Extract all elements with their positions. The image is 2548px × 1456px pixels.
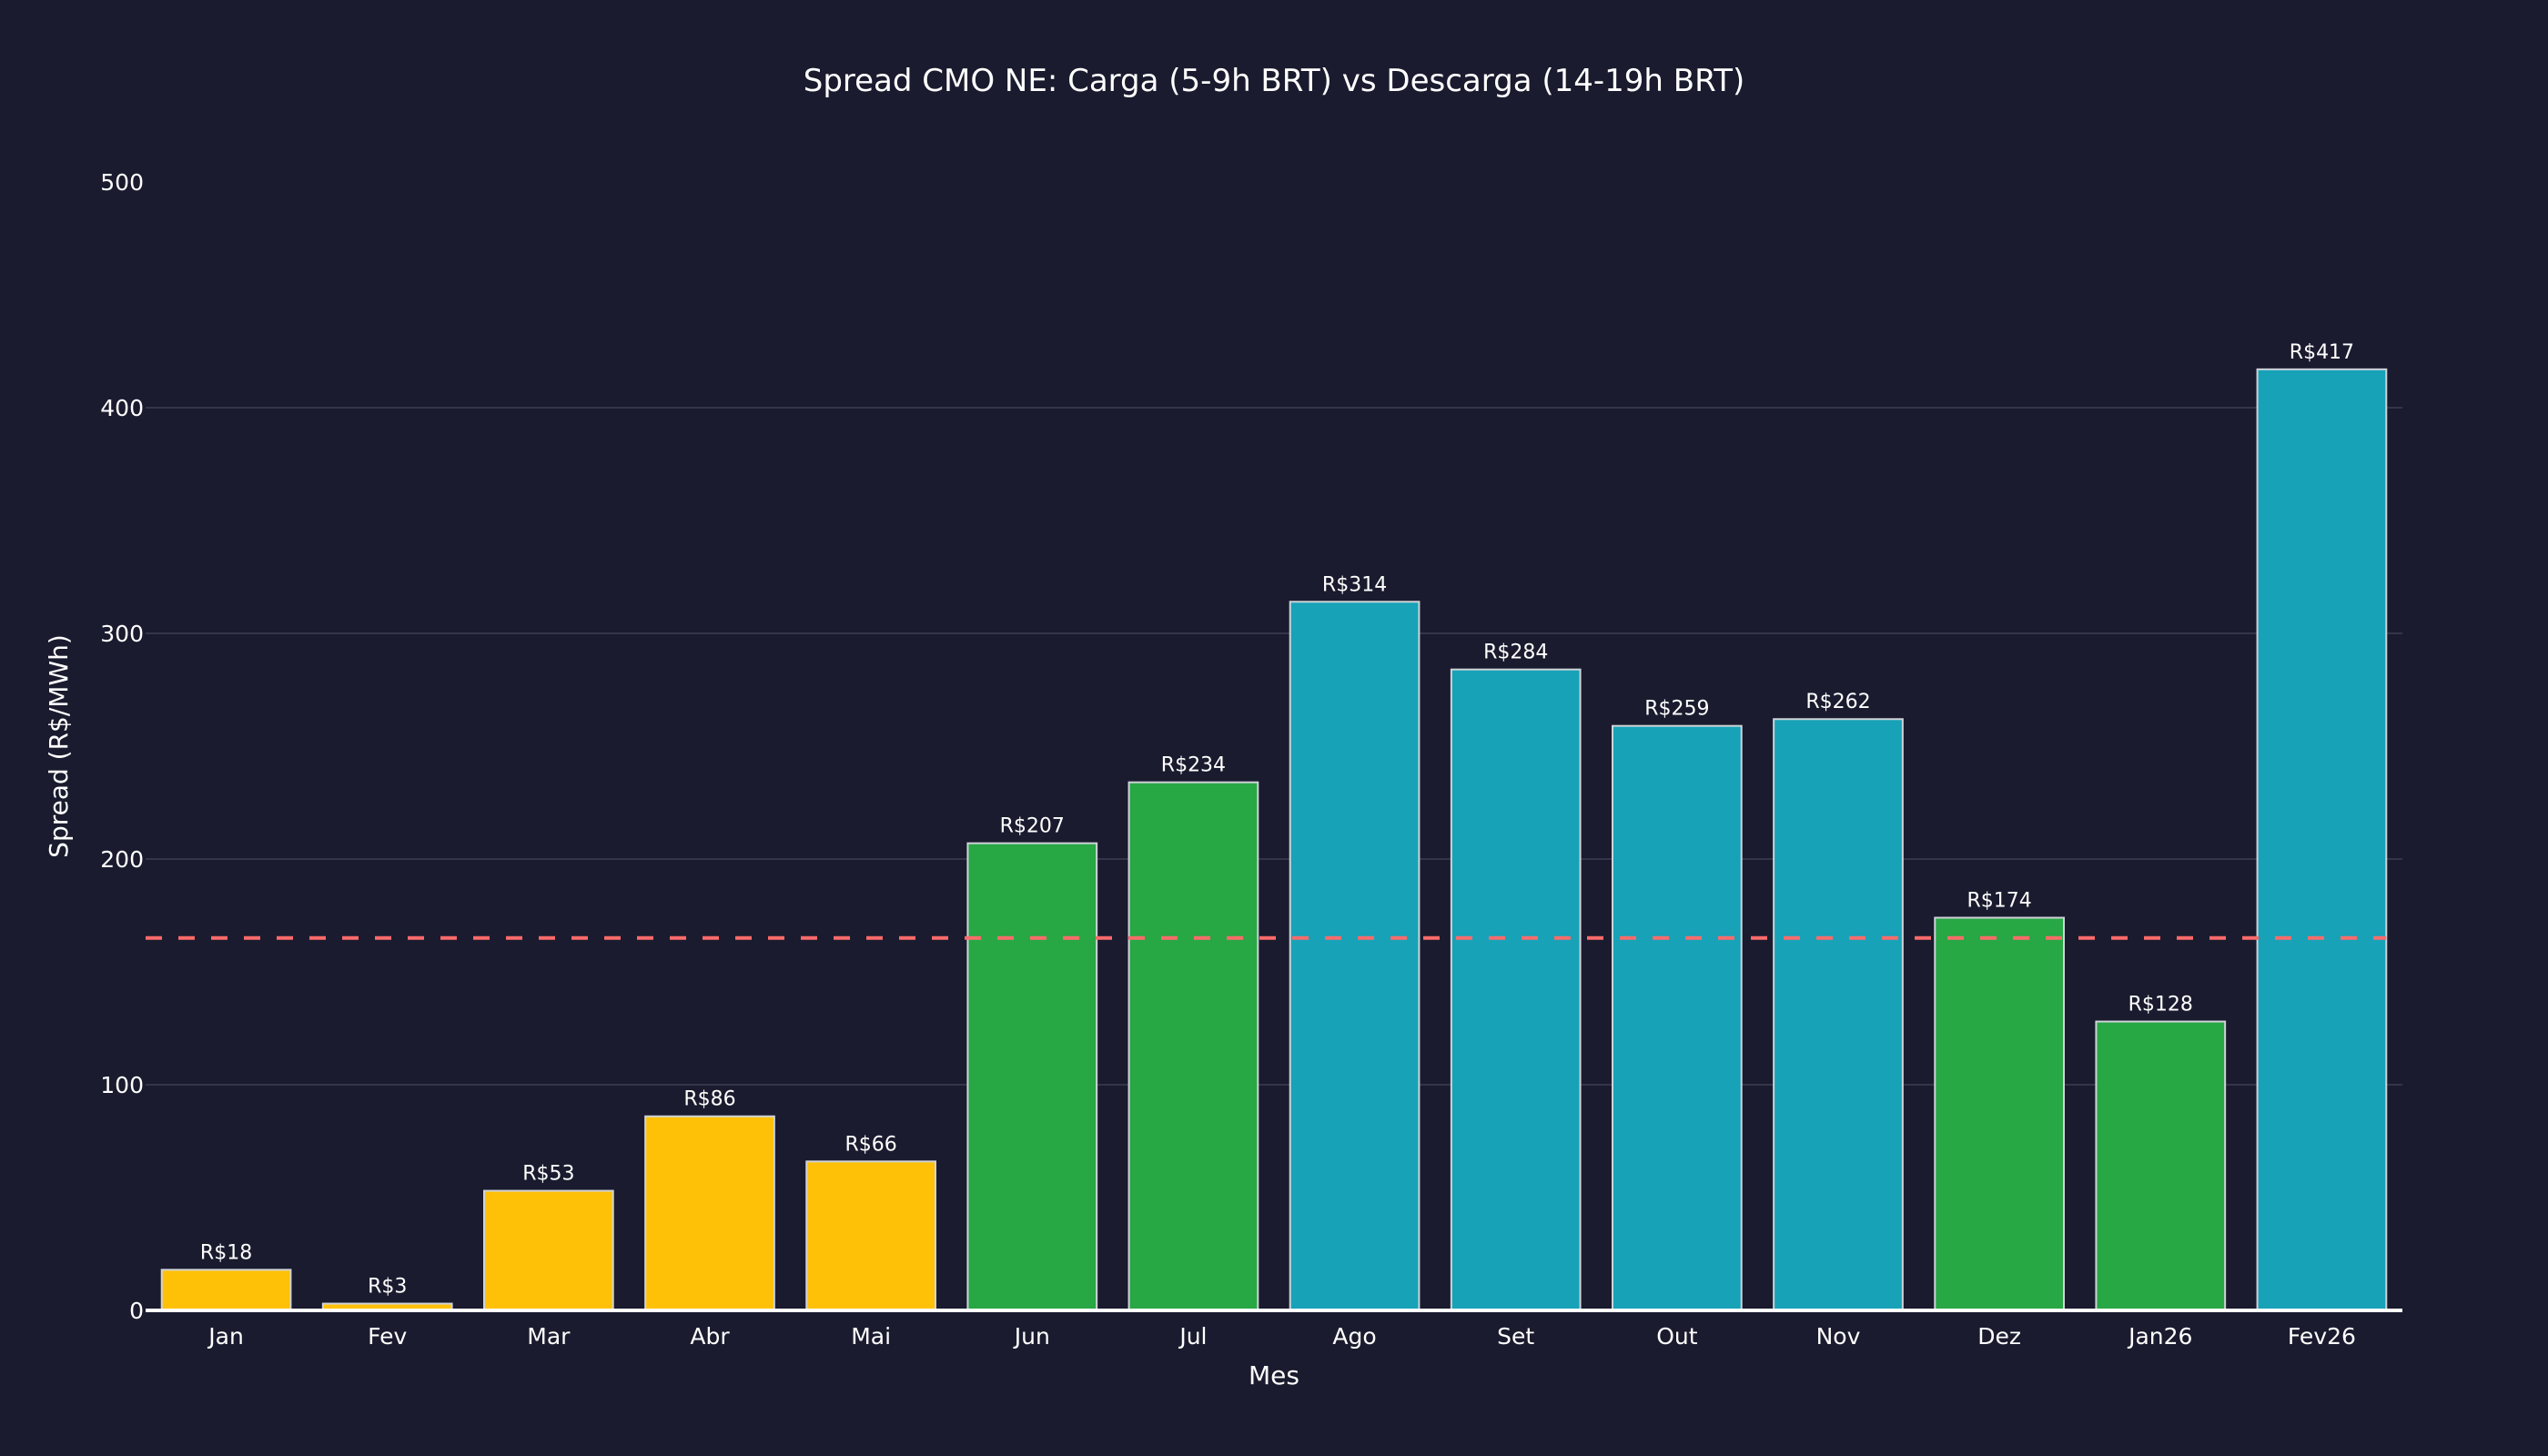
x-tick-label: Dez [1977,1323,2021,1350]
x-tick-label: Abr [690,1323,730,1350]
x-tick-label: Set [1497,1323,1534,1350]
bar-jan26 [2095,1020,2227,1312]
data-labels: R$18 R$3 R$53 R$86 R$66 R$207 R$234 R$314 R$284 R… [200,341,2354,1299]
x-tick-label: Jul [1178,1323,1207,1350]
x-tick-label: Nov [1816,1323,1861,1350]
data-label: R$128 [2128,994,2193,1016]
x-tick-label: Mai [851,1323,891,1350]
x-tick-label: Mar [527,1323,571,1350]
x-tick-label: Jan [207,1323,244,1350]
data-label: R$417 [2290,341,2354,364]
bar-mar [483,1189,614,1312]
x-tick-label: Fev [368,1323,407,1350]
bar-fev26 [2256,368,2388,1312]
y-tick-label: 0 [129,1298,144,1324]
data-label: R$174 [1967,889,2032,912]
y-tick-label: 100 [100,1072,144,1098]
bar-mai [805,1160,936,1311]
x-axis-ticks: Jan Fev Mar Abr Mai Jun Jul Ago Set Out Nov Dez Jan2… [207,1323,2356,1350]
bar-set [1450,668,1582,1311]
x-axis-label: Mes [1249,1360,1299,1390]
data-label: R$3 [368,1276,407,1299]
x-tick-label: Jun [1013,1323,1050,1350]
bars [160,368,2388,1312]
bar-jul [1127,781,1259,1311]
chart-title: Spread CMO NE: Carga (5-9h BRT) vs Desca… [804,63,1745,99]
x-tick-label: Out [1656,1323,1698,1350]
data-label: R$66 [845,1133,897,1156]
y-axis-label: Spread (R$/MWh) [44,634,74,858]
x-tick-label: Fev26 [2288,1323,2356,1350]
data-label: R$18 [200,1241,252,1264]
bar-jun [966,842,1098,1311]
bar-abr [644,1115,775,1311]
data-label: R$86 [683,1088,735,1111]
data-label: R$262 [1805,691,1870,713]
bar-out [1612,724,1743,1311]
data-label: R$259 [1644,698,1709,721]
bar-dez [1934,916,2065,1311]
bar-jan [160,1269,292,1311]
y-tick-label: 200 [100,846,144,873]
x-tick-label: Ago [1332,1323,1376,1350]
data-label: R$314 [1322,573,1387,596]
x-tick-label: Jan26 [2127,1323,2192,1350]
data-label: R$284 [1483,642,1548,664]
data-label: R$53 [522,1163,574,1186]
bar-nov [1773,718,1904,1311]
y-tick-label: 500 [100,169,144,196]
y-tick-label: 300 [100,621,144,647]
data-label: R$234 [1161,754,1226,777]
data-label: R$207 [1000,815,1065,838]
y-axis-ticks: 0 100 200 300 400 500 [100,169,144,1324]
y-tick-label: 400 [100,395,144,421]
bar-ago [1289,601,1421,1311]
